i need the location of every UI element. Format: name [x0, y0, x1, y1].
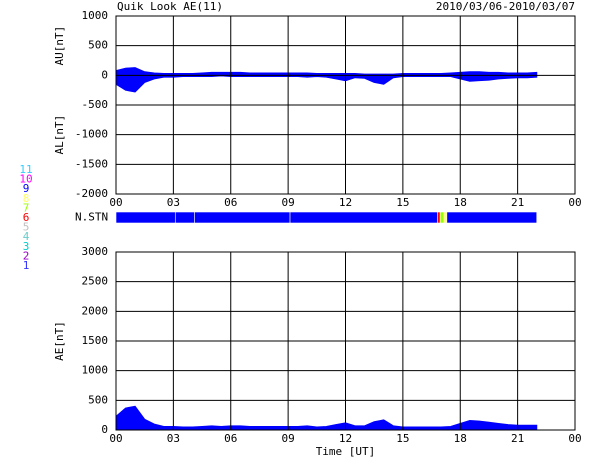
level-legend: 2	[23, 249, 30, 262]
area	[115, 67, 538, 76]
chart-title: Quik Look AE(11)	[117, 0, 223, 13]
x-tick-label: 06	[224, 196, 237, 209]
y-tick-label: -500	[82, 98, 109, 111]
y-tick-label: 1000	[82, 9, 109, 22]
x-tick-label: 00	[568, 432, 581, 445]
station-segment	[115, 211, 176, 224]
y-tick-label: 3000	[82, 245, 109, 258]
y-tick-label: 2000	[82, 304, 109, 317]
x-tick-label: 06	[224, 432, 237, 445]
y-tick-label: 1000	[82, 364, 109, 377]
area	[115, 405, 538, 431]
timeline-label: N.STN	[75, 211, 108, 224]
station-segment	[436, 211, 441, 224]
y-axis-label: AU[nT]	[53, 26, 66, 66]
x-tick-label: 00	[568, 196, 581, 209]
level-legend: 5	[23, 221, 30, 234]
x-tick-label: 00	[109, 432, 122, 445]
level-legend: 3	[23, 240, 30, 253]
x-tick-label: 03	[167, 432, 180, 445]
y-tick-label: 500	[88, 393, 108, 406]
x-tick-label: 15	[396, 432, 409, 445]
station-segment	[174, 211, 195, 224]
y-tick-label: -2000	[75, 187, 108, 200]
y-tick-label: 500	[88, 39, 108, 52]
station-segment	[446, 211, 538, 224]
x-tick-label: 21	[511, 196, 524, 209]
x-tick-label: 09	[282, 432, 295, 445]
level-legend: 4	[23, 230, 30, 243]
station-segment	[194, 211, 291, 224]
x-tick-label: 03	[167, 196, 180, 209]
area	[115, 74, 538, 93]
station-segment	[443, 211, 448, 224]
y-axis-label: AE[nT]	[53, 321, 66, 361]
x-tick-label: 00	[109, 196, 122, 209]
y-tick-label: 1500	[82, 334, 109, 347]
y-tick-label: 0	[101, 423, 108, 436]
level-legend: 9	[23, 182, 30, 195]
x-tick-label: 18	[454, 432, 467, 445]
x-axis-label: Time [UT]	[316, 445, 376, 458]
x-tick-label: 21	[511, 432, 524, 445]
date-range: 2010/03/06-2010/03/07	[436, 0, 575, 13]
y-tick-label: -1000	[75, 128, 108, 141]
plot-frame	[115, 15, 576, 195]
plot-frame	[115, 251, 576, 431]
x-tick-label: 12	[339, 432, 352, 445]
level-legend: 11	[19, 163, 32, 176]
y-tick-label: 2500	[82, 275, 109, 288]
x-tick-label: 15	[396, 196, 409, 209]
level-legend: 10	[19, 173, 32, 186]
level-legend: 1	[23, 259, 30, 272]
level-legend: 7	[23, 201, 30, 214]
level-legend: 6	[23, 211, 30, 224]
y-tick-label: -1500	[75, 157, 108, 170]
x-tick-label: 12	[339, 196, 352, 209]
y-axis-label: AL[nT]	[53, 115, 66, 155]
station-segment	[439, 211, 445, 224]
x-tick-label: 09	[282, 196, 295, 209]
level-legend: 8	[23, 192, 30, 205]
x-tick-label: 18	[454, 196, 467, 209]
station-segment	[289, 211, 438, 224]
y-tick-label: 0	[101, 68, 108, 81]
